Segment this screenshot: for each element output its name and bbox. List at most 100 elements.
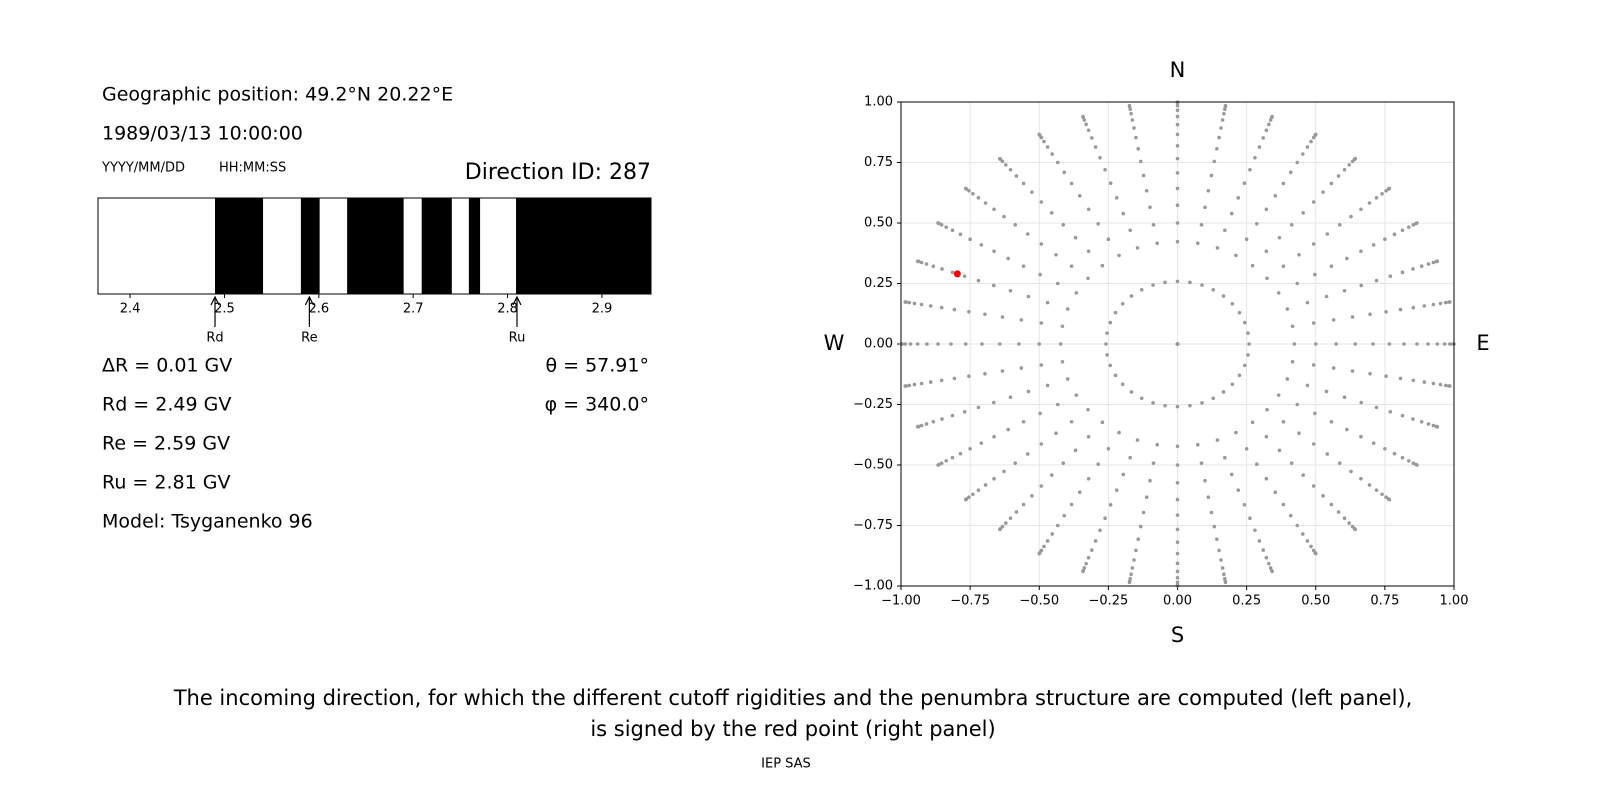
direction-point (1026, 389, 1031, 394)
compass-label: N (1170, 58, 1186, 82)
direction-point (1050, 211, 1054, 215)
direction-point (1265, 407, 1269, 412)
penumbra-band (319, 198, 348, 294)
direction-point (1234, 430, 1238, 435)
direction-point (1175, 481, 1180, 485)
direction-point (1006, 427, 1010, 432)
direction-point (1367, 483, 1372, 487)
direction-point (1128, 228, 1133, 233)
penumbra-band (215, 198, 264, 294)
direction-point (1050, 473, 1054, 477)
direction-point (971, 191, 975, 196)
direction-point (1253, 528, 1257, 533)
direction-point (1215, 537, 1219, 542)
direction-point (1148, 205, 1152, 210)
direction-point (1114, 196, 1119, 200)
direction-point (1415, 342, 1419, 346)
direction-point (1367, 201, 1372, 205)
direction-point (1175, 569, 1180, 574)
direction-point (963, 186, 968, 191)
direction-point (1175, 221, 1180, 225)
direction-point (1132, 126, 1136, 130)
direction-point (968, 446, 972, 451)
direction-point (1061, 461, 1066, 465)
direction-point (1285, 377, 1290, 381)
direction-point (1103, 516, 1107, 521)
direction-point (1406, 459, 1411, 463)
direction-point (1276, 291, 1281, 295)
direction-point (1277, 235, 1282, 240)
direction-point (1086, 249, 1091, 254)
direction-point (1265, 276, 1269, 281)
direction-point (1345, 427, 1349, 432)
header-text: Geographic position: 49.2°N 20.22°E (102, 84, 453, 106)
penumbra-band (421, 198, 452, 294)
x-tick-label: 2.5 (214, 302, 235, 317)
direction-point (1058, 342, 1063, 346)
annotation: θ = 57.91° (545, 355, 649, 377)
selected-direction (953, 270, 961, 278)
direction-point (1431, 381, 1436, 386)
x-tick-label: 2.9 (592, 302, 613, 317)
direction-point (1264, 207, 1269, 212)
direction-point (1419, 419, 1424, 424)
direction-point (1347, 163, 1351, 167)
direction-point (1019, 366, 1024, 370)
direction-point (1411, 461, 1416, 465)
direction-point (1065, 377, 1070, 381)
direction-point (958, 232, 963, 237)
direction-point (1244, 237, 1249, 242)
direction-point (1359, 283, 1364, 288)
y-tick-label: −0.50 (853, 458, 893, 473)
format-label: YYYY/MM/DD (101, 161, 185, 176)
direction-point (1443, 383, 1448, 388)
direction-point (1175, 203, 1180, 207)
direction-point (1217, 548, 1221, 553)
direction-point (1148, 478, 1152, 483)
direction-point (1435, 259, 1440, 264)
direction-point (936, 463, 940, 467)
direction-point (1321, 190, 1325, 194)
direction-point (1037, 132, 1042, 137)
direction-point (1188, 403, 1192, 408)
direction-point (1062, 513, 1067, 518)
direction-point (1096, 221, 1101, 226)
direction-point (1103, 167, 1107, 172)
direction-point (1242, 503, 1247, 507)
marker-arrowhead (304, 295, 314, 306)
direction-point (1300, 532, 1305, 536)
marker-arrowhead (210, 295, 220, 306)
penumbra-band (98, 198, 216, 294)
direction-point (1039, 363, 1044, 367)
direction-point (967, 374, 971, 378)
direction-point (1144, 189, 1149, 193)
direction-point (1447, 342, 1452, 346)
direction-point (980, 342, 984, 346)
direction-point (1398, 376, 1403, 381)
direction-point (1443, 300, 1448, 305)
direction-point (983, 371, 987, 376)
direction-point (983, 201, 988, 205)
direction-point (1108, 320, 1113, 325)
x-tick-label: −1.00 (881, 594, 921, 609)
direction-point (1261, 548, 1266, 552)
direction-point (915, 424, 920, 429)
penumbra-band (347, 198, 404, 294)
direction-point (1230, 301, 1235, 306)
direction-point (1138, 524, 1143, 529)
direction-point (907, 300, 912, 305)
direction-point (1021, 502, 1026, 507)
direction-point (1313, 132, 1318, 137)
direction-point (1004, 521, 1008, 525)
direction-point (1089, 548, 1094, 552)
direction-point (1175, 122, 1180, 127)
direction-point (1309, 139, 1313, 144)
direction-point (1383, 237, 1387, 242)
direction-point (1175, 239, 1180, 244)
direction-point (1223, 580, 1228, 585)
direction-point (1289, 461, 1294, 465)
direction-point (1387, 497, 1392, 502)
strip-frame (97, 197, 652, 295)
direction-point (1415, 221, 1419, 225)
direction-point (1038, 272, 1042, 277)
